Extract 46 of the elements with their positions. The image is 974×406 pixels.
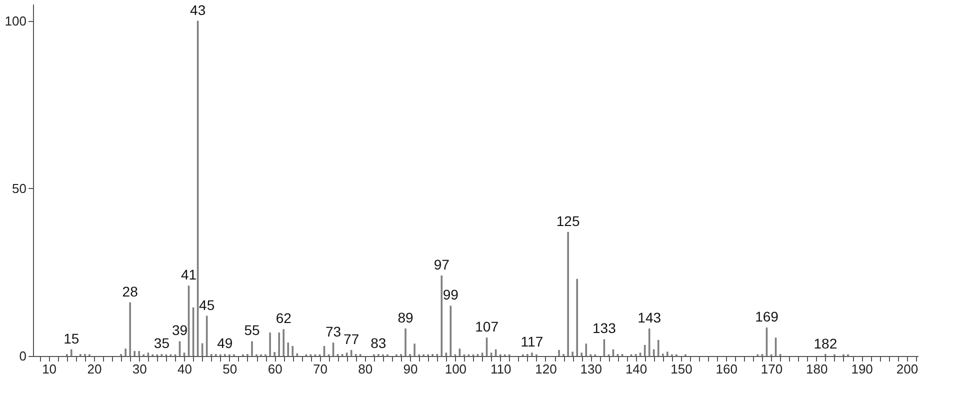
x-tick-label: 180: [806, 362, 828, 376]
x-tick-label: 50: [222, 362, 238, 376]
annotation: 143: [638, 310, 662, 326]
annotation: 55: [244, 322, 260, 338]
x-tick-label: 150: [670, 362, 692, 376]
annotation: 133: [592, 320, 616, 336]
x-tick-label: 70: [312, 362, 328, 376]
annotation: 73: [325, 324, 342, 340]
annotation: 182: [814, 335, 838, 352]
annotation: 15: [64, 330, 80, 346]
annotation: 39: [172, 322, 188, 338]
annotation: 97: [434, 256, 450, 273]
x-tick-label: 20: [87, 362, 102, 376]
y-tick-label: 0: [19, 348, 26, 364]
annotation: 125: [556, 212, 580, 229]
annotation: 83: [370, 334, 386, 351]
x-tick-label: 130: [580, 362, 602, 376]
x-tick-label: 60: [268, 362, 282, 376]
annotation: 45: [199, 296, 215, 313]
x-tick-label: 80: [358, 362, 373, 376]
annotation: 117: [520, 334, 544, 350]
annotation: 35: [154, 334, 170, 351]
x-tick-label: 190: [851, 362, 873, 376]
x-tick-label: 100: [444, 362, 467, 376]
y-tick-label: 50: [12, 180, 26, 196]
y-tick-label: 100: [4, 13, 26, 28]
annotation: 77: [344, 330, 360, 347]
x-tick-label: 110: [490, 362, 512, 376]
annotation: 169: [755, 308, 779, 325]
annotation: 62: [276, 310, 292, 326]
x-tick-label: 40: [178, 362, 192, 376]
x-tick-label: 200: [896, 362, 918, 376]
annotation: 89: [398, 310, 414, 326]
annotation: 99: [442, 286, 459, 303]
annotation: 41: [180, 266, 197, 283]
x-tick-label: 30: [132, 362, 147, 376]
annotation: 107: [475, 318, 499, 335]
x-tick-label: 10: [42, 362, 57, 376]
x-tick-label: 140: [625, 362, 648, 376]
x-tick-label: 120: [535, 362, 557, 376]
annotation: 43: [190, 2, 206, 18]
x-tick-label: 160: [716, 362, 738, 376]
x-tick-label: 170: [760, 362, 783, 376]
annotation: 28: [122, 283, 138, 300]
x-tick-label: 90: [403, 362, 418, 376]
annotation: 49: [217, 334, 233, 351]
